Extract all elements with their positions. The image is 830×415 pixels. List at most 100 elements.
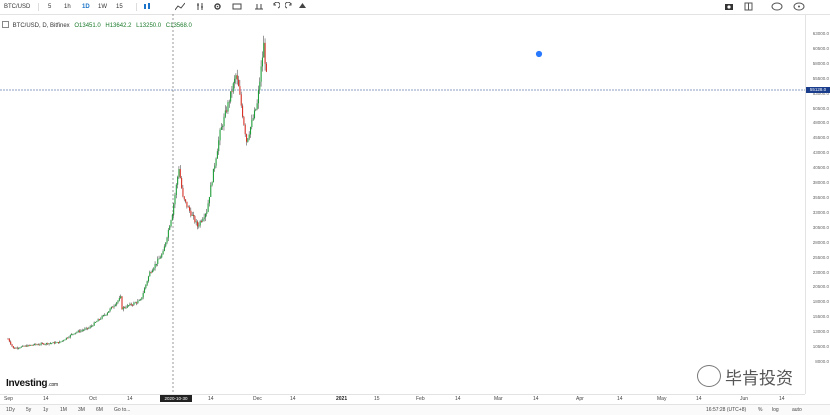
candle-body-up bbox=[61, 340, 63, 342]
fullscreen-icon[interactable] bbox=[744, 2, 753, 12]
range-button[interactable]: 1y bbox=[43, 407, 49, 413]
candle-body-down bbox=[8, 338, 10, 342]
undo-icon[interactable] bbox=[272, 1, 281, 12]
candle-body-up bbox=[211, 182, 213, 186]
candle-body-up bbox=[169, 226, 171, 230]
candle-body-down bbox=[23, 345, 25, 347]
candle-body-up bbox=[71, 334, 73, 335]
redo-icon[interactable] bbox=[284, 1, 293, 12]
camera-icon[interactable] bbox=[724, 2, 734, 12]
time-axis-tick: 14 bbox=[127, 396, 133, 402]
legend-toggle-checkbox[interactable] bbox=[2, 21, 9, 28]
candle-body-up bbox=[199, 221, 201, 226]
time-axis-tick: Feb bbox=[416, 396, 425, 402]
candle-body-up bbox=[129, 303, 131, 306]
compare-icon[interactable] bbox=[174, 2, 186, 12]
price-axis[interactable]: 63000.0 60500.0 58000.0 55500.0 53000.0 50500… bbox=[805, 14, 830, 394]
price-axis-tick: 50500.0 bbox=[812, 105, 829, 111]
lock-scale-icon[interactable] bbox=[771, 2, 783, 12]
candle-body-up bbox=[220, 127, 222, 130]
candle-body-up bbox=[32, 344, 34, 346]
price-chart-plot[interactable] bbox=[0, 14, 805, 394]
candle-body-down bbox=[226, 110, 228, 112]
candle-body-up bbox=[228, 101, 230, 103]
candle-body-down bbox=[98, 319, 101, 321]
candle-body-up bbox=[191, 214, 193, 216]
log-toggle[interactable]: log bbox=[772, 407, 779, 413]
range-button[interactable]: 1M bbox=[60, 407, 67, 413]
candle-body-up bbox=[173, 204, 175, 215]
interval-dropdown[interactable]: 15 bbox=[116, 4, 123, 10]
candle-body-up bbox=[64, 339, 66, 341]
candle-body-up bbox=[94, 322, 97, 323]
price-axis-tick: 33000.0 bbox=[812, 209, 829, 215]
candle-body-up bbox=[118, 297, 120, 301]
price-axis-tick: 30500.0 bbox=[812, 224, 829, 230]
candle-body-down bbox=[194, 216, 196, 223]
clock-label[interactable]: 16:57:28 (UTC+8) bbox=[706, 407, 747, 413]
candle-body-up bbox=[230, 91, 232, 102]
settings-gear-icon[interactable] bbox=[213, 2, 222, 12]
interval-button-active[interactable]: 1D bbox=[82, 4, 90, 10]
interval-button[interactable]: 1h bbox=[64, 4, 71, 10]
candle-body-down bbox=[200, 221, 203, 222]
candle-body-up bbox=[52, 342, 54, 344]
candle-body-up bbox=[65, 337, 67, 340]
candle-body-up bbox=[73, 333, 75, 335]
candle-body-down bbox=[236, 75, 238, 80]
candle-body-up bbox=[93, 322, 95, 326]
candle-body-up bbox=[161, 254, 163, 258]
wechat-icon bbox=[697, 365, 721, 387]
candle-body-down bbox=[193, 214, 195, 217]
price-axis-tick: 10500.0 bbox=[812, 344, 829, 350]
investing-logo: Investing.com bbox=[6, 378, 58, 389]
candle-body-up bbox=[60, 341, 62, 343]
percent-toggle[interactable]: % bbox=[758, 407, 763, 413]
candle-body-up bbox=[134, 302, 136, 304]
save-cloud-icon[interactable] bbox=[298, 2, 307, 12]
candle-body-down bbox=[16, 347, 18, 349]
auto-scale-toggle[interactable]: auto bbox=[792, 407, 802, 413]
goto-date-button[interactable]: Go to... bbox=[114, 407, 131, 413]
price-axis-tick: 13000.0 bbox=[812, 329, 829, 335]
candle-body-down bbox=[11, 344, 13, 347]
candle-body-up bbox=[204, 213, 207, 218]
candle-body-up bbox=[55, 342, 57, 344]
price-axis-tick: 25500.0 bbox=[812, 254, 829, 260]
candle-body-up bbox=[158, 258, 160, 260]
watermark: 毕肯投资 bbox=[697, 362, 805, 388]
candle-body-up bbox=[251, 120, 253, 128]
candle-body-up bbox=[106, 312, 108, 315]
range-button[interactable]: 6M bbox=[96, 407, 103, 413]
time-axis-tick: 15 bbox=[374, 396, 380, 402]
candle-body-down bbox=[239, 86, 241, 95]
range-button[interactable]: 5y bbox=[26, 407, 32, 413]
candle-body-up bbox=[116, 302, 118, 305]
price-axis-tick: 48000.0 bbox=[812, 120, 829, 126]
candle-body-up bbox=[83, 329, 85, 331]
indicators-icon[interactable] bbox=[196, 2, 206, 12]
symbol-selector[interactable]: BTC/USD bbox=[4, 4, 31, 10]
interval-button[interactable]: 1W bbox=[98, 4, 107, 10]
candle-body-up bbox=[214, 165, 216, 169]
candle-body-up bbox=[89, 326, 91, 328]
template-icon[interactable] bbox=[232, 2, 242, 12]
candle-style-icon[interactable] bbox=[143, 2, 151, 12]
range-button[interactable]: 3M bbox=[78, 407, 85, 413]
candle-body-up bbox=[40, 343, 42, 345]
candle-body-up bbox=[143, 288, 146, 294]
event-marker-icon[interactable] bbox=[535, 50, 543, 58]
time-axis[interactable]: Sep 14 Oct 14 14 Dec 14 2021 15 Feb 14 Mar 14 Apr 14 Ma… bbox=[0, 394, 805, 404]
range-button[interactable]: 1Dy bbox=[6, 407, 15, 413]
candle-body-up bbox=[138, 300, 140, 301]
candle-body-up bbox=[108, 311, 110, 313]
candle-body-up bbox=[177, 176, 179, 185]
candle-body-down bbox=[57, 342, 59, 344]
settings-icon[interactable] bbox=[793, 2, 805, 12]
chart-toolbar: BTC/USD 5 1h 1D 1W 15 bbox=[0, 0, 830, 15]
candle-body-up bbox=[260, 66, 262, 82]
alert-icon[interactable] bbox=[254, 2, 264, 12]
interval-button[interactable]: 5 bbox=[48, 4, 52, 10]
candle-body-down bbox=[136, 302, 138, 304]
candle-body-down bbox=[244, 124, 246, 135]
